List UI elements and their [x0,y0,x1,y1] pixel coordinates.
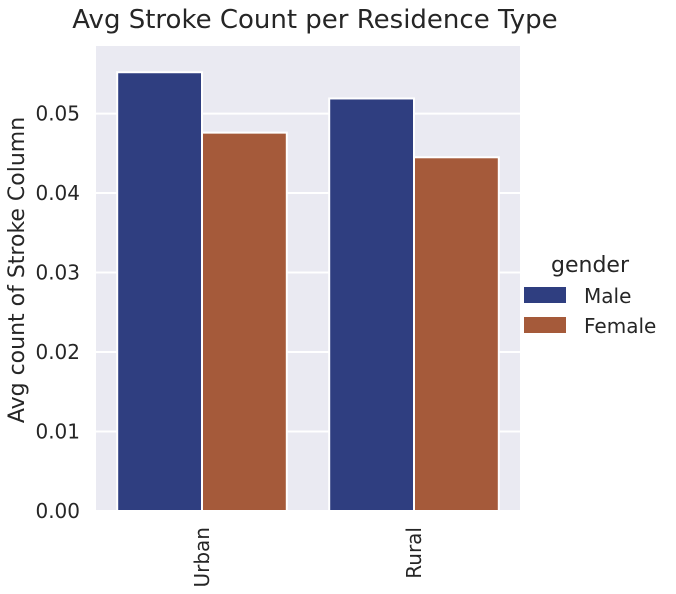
bar-male-urban [116,71,203,512]
bars-group [116,71,500,513]
legend: gender Male Female [524,253,656,338]
y-axis: 0.00 0.01 0.02 0.03 0.04 0.05 [35,102,80,523]
x-tick-label: Rural [402,527,426,579]
bar-male-rural [328,97,416,512]
chart-title: Avg Stroke Count per Residence Type [72,5,557,35]
y-tick-label: 0.03 [35,261,80,285]
x-tick-label: Urban [190,527,214,588]
x-axis: Urban Rural [190,527,426,588]
legend-swatch-male [524,287,566,303]
bar-female-urban [201,131,288,512]
y-tick-label: 0.04 [35,181,80,205]
legend-label-female: Female [584,314,656,338]
bar-female-rural [413,156,500,513]
legend-label-male: Male [584,284,631,308]
legend-title: gender [551,253,630,278]
legend-swatch-female [524,317,566,333]
y-tick-label: 0.00 [35,499,80,523]
y-tick-label: 0.05 [35,102,80,126]
y-axis-label: Avg count of Stroke Column [5,117,30,423]
y-tick-label: 0.01 [35,420,80,444]
y-tick-label: 0.02 [35,340,80,364]
